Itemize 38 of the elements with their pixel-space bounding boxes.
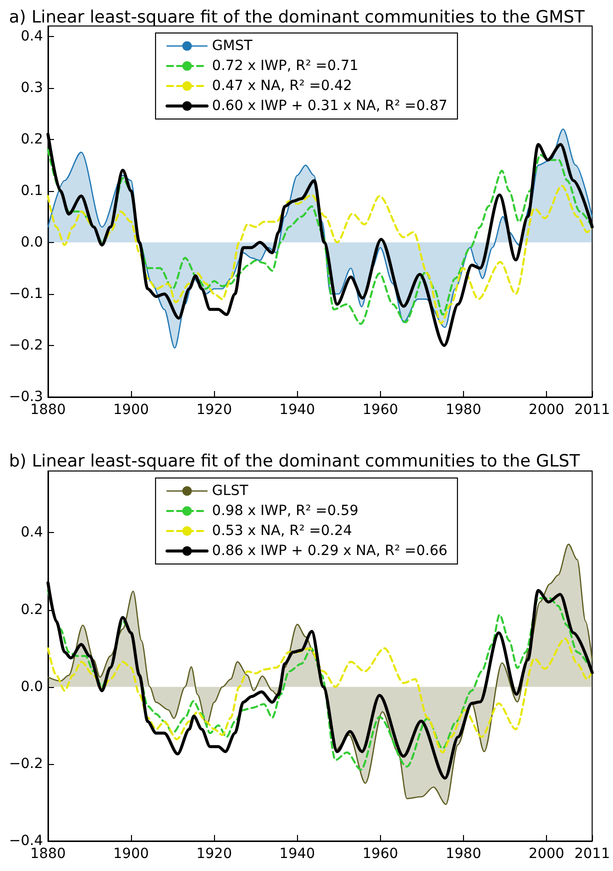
y-tick-label: 0.3 [20,80,43,96]
x-tick-label: 1880 [30,402,66,418]
x-tick-label: 1940 [279,402,316,418]
legend-label: GMST [212,38,253,54]
x-tick-label: 1900 [113,846,149,862]
y-tick-label: −0.3 [9,389,43,405]
y-tick-label: −0.2 [9,756,43,772]
x-tick-label: 1900 [113,402,149,418]
y-tick-label: −0.2 [9,337,43,354]
x-tick-label: 2011 [574,402,610,418]
x-tick-label: 1980 [446,846,482,862]
y-tick-label: 0.4 [20,524,44,541]
legend-label: 0.53 x NA, R² =0.24 [212,523,352,539]
x-tick-label: 2000 [528,402,564,418]
x-tick-label: 1940 [279,846,316,862]
y-tick-label: −0.4 [9,833,44,849]
x-tick-label: 1920 [196,846,232,862]
y-tick-label: 0.2 [20,131,43,148]
chart-title: a) Linear least-square fit of the dominant communities to the GMST [9,8,586,28]
x-tick-label: 1880 [30,846,66,862]
y-tick-label: −0.1 [9,286,43,302]
x-tick-label: 2011 [574,846,610,862]
legend-label: GLST [212,483,249,499]
y-tick-label: 0.1 [20,182,43,199]
x-tick-label: 1960 [362,846,398,862]
x-tick-label: 1980 [446,402,482,418]
legend-label: 0.60 x IWP + 0.31 x NA, R² =0.87 [212,98,448,114]
x-tick-label: 1960 [362,402,398,418]
y-tick-label: 0.0 [20,234,43,250]
legend-label: 0.98 x IWP, R² =0.59 [212,503,358,519]
legend-label: 0.47 x NA, R² =0.42 [212,78,352,94]
y-tick-label: 0.0 [20,678,43,695]
y-tick-label: 0.4 [20,28,44,44]
x-tick-label: 1920 [196,402,232,418]
x-tick-label: 2000 [528,846,564,862]
chart-title: b) Linear least-square fit of the dominant communities to the GLST [9,452,580,472]
legend-label: 0.72 x IWP, R² =0.71 [212,58,358,74]
y-tick-label: 0.2 [20,602,43,618]
